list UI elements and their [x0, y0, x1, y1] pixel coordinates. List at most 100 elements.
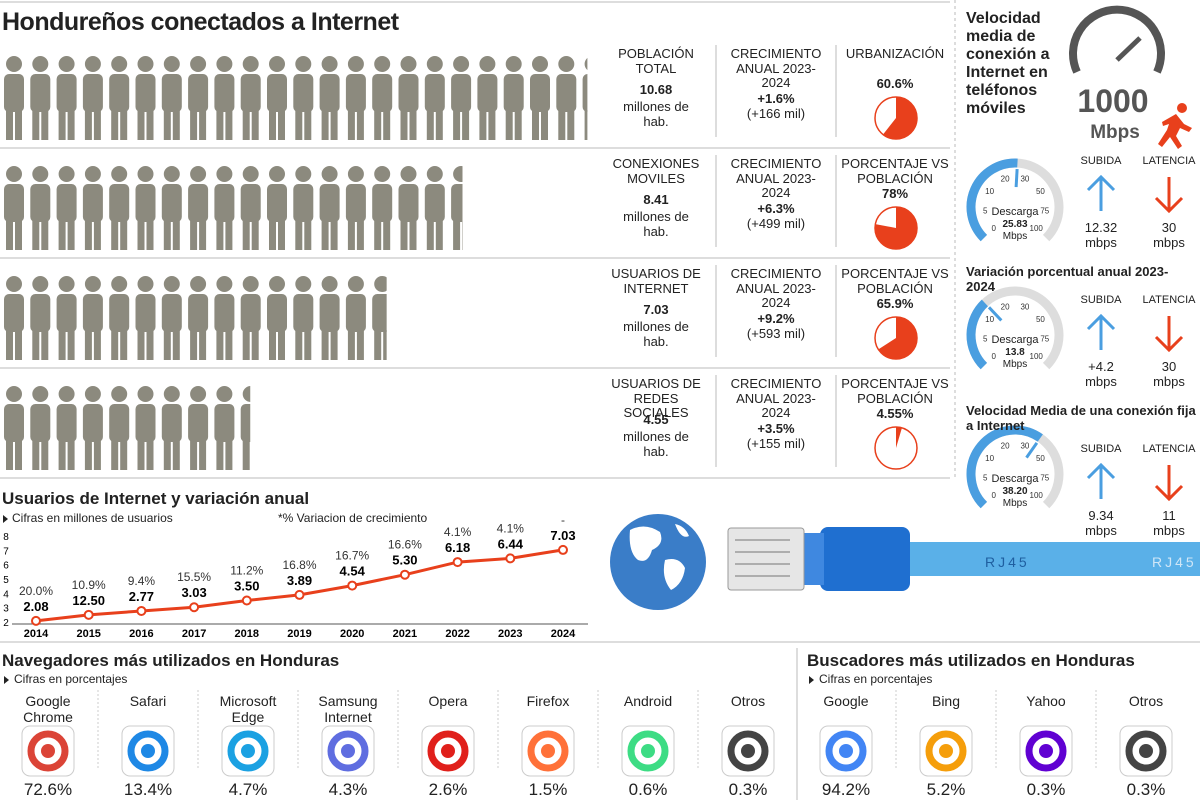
person-icon: [240, 386, 251, 470]
point: [136, 605, 147, 616]
icon-core: [741, 744, 755, 758]
arrow-down: [1154, 177, 1184, 214]
latency-value: 30: [1161, 359, 1177, 374]
person-icon: [56, 56, 77, 140]
growth-value: +1.6%: [757, 91, 795, 106]
item-pct: 4.7%: [228, 780, 268, 799]
x-tick-label: 2015: [76, 628, 100, 640]
icon: [1125, 730, 1167, 772]
person-icon: [346, 386, 366, 470]
person-icon: [240, 166, 261, 250]
x-tick-label: 2024: [551, 628, 576, 640]
stat-value: 7.03: [643, 302, 669, 317]
share-value: 4.55%: [876, 406, 914, 421]
gauge-tick: 5: [983, 206, 988, 215]
person-icon: [30, 56, 51, 140]
item-name: Samsung Internet: [318, 693, 378, 725]
arrow-up: [1086, 174, 1116, 211]
up-unit: mbps: [1085, 523, 1117, 538]
x-tick-label: 2022: [445, 628, 469, 640]
growth-label: CRECIMIENTO ANUAL 2023-2024: [730, 156, 822, 201]
value-label: 6.18: [445, 540, 470, 555]
item-pct: 0.3%: [1126, 780, 1166, 799]
x-tick-label: 2019: [287, 628, 311, 640]
person-icon: [345, 56, 366, 140]
variation-label: 16.6%: [388, 538, 422, 552]
download-unit: Mbps: [1002, 231, 1028, 242]
point: [83, 609, 94, 620]
value-label: 6.44: [498, 536, 524, 551]
y-tick-label: 5: [3, 575, 9, 586]
person-icon: [399, 386, 419, 470]
stat-unit: millones de hab.: [623, 99, 689, 129]
bullet: [4, 676, 9, 684]
x-tick-label: 2021: [393, 628, 417, 640]
point: [189, 602, 200, 613]
x-tick-label: 2018: [235, 628, 259, 640]
icon-core: [141, 744, 155, 758]
person-icon: [188, 276, 209, 360]
growth-label: CRECIMIENTO ANUAL 2023-2024: [730, 376, 822, 421]
share-label: URBANIZACIÓN: [845, 46, 945, 61]
person-icon: [372, 386, 392, 470]
y-tick-label: 4: [3, 589, 9, 600]
up-label: SUBIDA: [1080, 294, 1122, 306]
icon-core: [641, 744, 655, 758]
gauge-tick: 75: [1040, 473, 1049, 482]
item-pct: 0.3%: [1026, 780, 1066, 799]
person-icon: [56, 276, 77, 360]
icon: [825, 730, 867, 772]
person-icon: [477, 386, 497, 470]
person-icon: [214, 276, 235, 360]
person-icon: [398, 56, 419, 140]
latency-unit: mbps: [1153, 374, 1185, 389]
person-icon: [582, 56, 588, 140]
share-label: PORCENTAJE VS POBLACIÓN: [841, 266, 949, 296]
person-icon: [293, 386, 313, 470]
gauge-tick: 100: [1030, 224, 1044, 233]
x-tick-label: 2017: [182, 628, 206, 640]
gauge-tick: 20: [1001, 175, 1010, 184]
point: [505, 553, 516, 564]
chart-subtitle: Cifras en millones de usuarios: [12, 511, 173, 525]
person-icon: [4, 56, 24, 140]
gauge-tick: 10: [985, 315, 994, 324]
y-tick-label: 7: [3, 546, 9, 557]
person-icon: [240, 276, 261, 360]
person-icon: [135, 166, 156, 250]
people-row: [4, 276, 387, 360]
person-icon: [135, 276, 156, 360]
latency-label: LATENCIA: [1142, 155, 1196, 167]
y-tick-label: 2: [3, 618, 9, 629]
point: [31, 615, 41, 626]
person-icon: [451, 56, 472, 140]
person-icon: [530, 386, 550, 470]
person-icon: [293, 276, 314, 360]
person-icon: [82, 166, 103, 250]
x-tick-label: 2020: [340, 628, 364, 640]
person-icon: [4, 386, 24, 470]
person-icon: [188, 56, 209, 140]
gauge-tick: 75: [1040, 334, 1049, 343]
value-label: 3.03: [181, 585, 206, 600]
person-icon: [30, 276, 51, 360]
people-row: [4, 386, 550, 470]
icon: [925, 730, 967, 772]
person-icon: [214, 386, 235, 470]
icon: [27, 730, 69, 772]
gauge-title: Velocidad Media de una conexión fija a I…: [966, 403, 1196, 433]
item-name: Google: [823, 693, 869, 709]
growth-abs: (+593 mil): [746, 326, 806, 341]
person-icon: [214, 56, 235, 140]
variation-label: 9.4%: [128, 574, 156, 588]
item-pct: 1.5%: [528, 780, 568, 799]
person-icon: [188, 166, 209, 250]
person-icon: [56, 166, 77, 250]
person-icon: [372, 166, 393, 250]
person-icon: [161, 276, 182, 360]
growth-label: CRECIMIENTO ANUAL 2023-2024: [730, 266, 822, 311]
variation-label: 4.1%: [497, 521, 525, 535]
item-name: Firefox: [526, 693, 570, 709]
gauge-tick: 10: [985, 454, 994, 463]
x-tick-label: 2016: [129, 628, 153, 640]
